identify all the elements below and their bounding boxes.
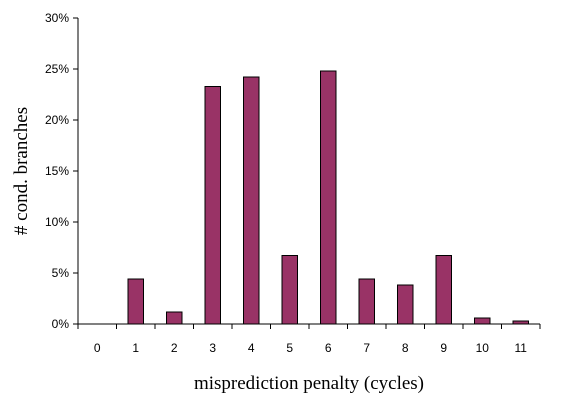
y-tick-label: 0% (52, 317, 70, 331)
y-axis-ticks: 0% 5% 10% 15% 20% 25% 30% (45, 11, 78, 331)
x-tick-label: 10 (476, 341, 490, 355)
x-tick-label: 4 (248, 341, 255, 355)
x-tick-label: 8 (402, 341, 409, 355)
y-tick-label: 30% (45, 11, 69, 25)
x-tick-label: 0 (94, 341, 101, 355)
y-tick-label: 10% (45, 215, 69, 229)
x-tick-label: 1 (132, 341, 139, 355)
bar-3 (204, 85, 221, 325)
bar-4 (243, 76, 260, 325)
y-axis-title: # cond. branches (11, 107, 32, 235)
bar-6 (320, 70, 337, 325)
y-tick-label: 15% (45, 164, 69, 178)
x-tick-label: 11 (515, 341, 528, 355)
y-tick-label: 20% (45, 113, 69, 127)
y-tick-label: 5% (52, 266, 70, 280)
x-tick-label: 7 (363, 341, 370, 355)
bar-7 (358, 278, 375, 325)
bar-5 (281, 255, 298, 325)
bar-2 (166, 311, 183, 325)
x-axis-ticks: 0 1 2 3 4 5 6 7 8 9 10 11 (77, 324, 541, 355)
x-tick-label: 9 (440, 341, 447, 355)
x-tick-label: 6 (325, 341, 332, 355)
y-tick-label: 25% (45, 62, 69, 76)
bar-8 (397, 284, 414, 325)
bars (127, 70, 529, 325)
x-tick-label: 2 (171, 341, 178, 355)
x-tick-label: 5 (286, 341, 293, 355)
x-axis-title: misprediction penalty (cycles) (194, 373, 424, 394)
bar-10 (474, 317, 491, 325)
x-tick-label: 3 (209, 341, 216, 355)
bar-1 (127, 278, 144, 325)
bar-9 (435, 255, 452, 325)
